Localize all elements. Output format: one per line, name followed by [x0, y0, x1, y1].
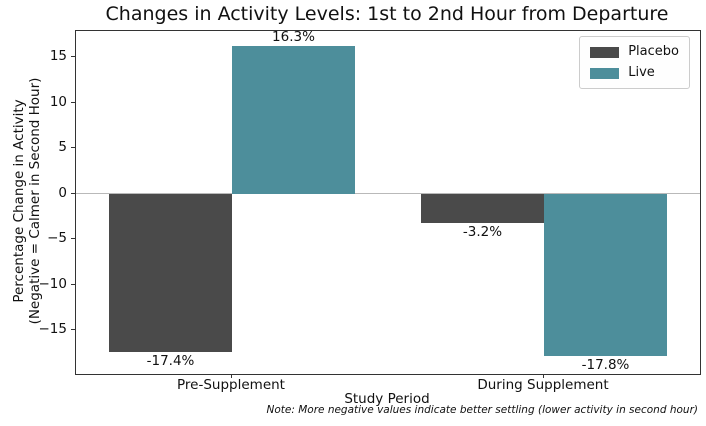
- bar-live-pre-supplement: [232, 45, 355, 194]
- legend-label-placebo: Placebo: [628, 44, 679, 59]
- legend-item-live: Live: [590, 66, 679, 80]
- bar-value-label: 16.3%: [272, 28, 315, 45]
- bar-placebo-pre-supplement: [109, 193, 232, 353]
- chart-title: Changes in Activity Levels: 1st to 2nd H…: [105, 3, 669, 25]
- y-tick-label: −15: [38, 321, 68, 338]
- legend: Placebo Live: [579, 36, 690, 89]
- bar-value-label: -17.4%: [146, 353, 195, 370]
- legend-swatch-live: [590, 67, 620, 79]
- bar-value-label: -17.8%: [581, 356, 630, 373]
- legend-item-placebo: Placebo: [590, 45, 679, 59]
- x-tick-label-during-supplement: During Supplement: [477, 377, 609, 393]
- y-tick-mark: [71, 192, 75, 194]
- plot-area: Placebo Live -17.4% -3.2% 16.3% -17.8%: [75, 28, 701, 375]
- legend-label-live: Live: [628, 65, 655, 80]
- footnote: Note: More negative values indicate bett…: [266, 404, 698, 416]
- y-tick-label: 10: [49, 93, 67, 110]
- y-tick-mark: [71, 147, 75, 149]
- y-tick-label: 5: [58, 139, 67, 156]
- y-tick-mark: [71, 238, 75, 240]
- y-tick-mark: [71, 329, 75, 331]
- y-tick-label: 15: [49, 48, 67, 65]
- bar-value-label: -3.2%: [462, 223, 503, 240]
- x-tick-label-pre-supplement: Pre-Supplement: [177, 377, 285, 393]
- legend-swatch-placebo: [590, 46, 620, 58]
- y-tick-mark: [71, 101, 75, 103]
- x-axis-label: Study Period: [344, 391, 430, 407]
- x-tick-mark: [543, 374, 544, 378]
- y-tick-label: −10: [38, 275, 68, 292]
- y-tick-label: 0: [58, 184, 67, 201]
- bar-live-during-supplement: [544, 193, 667, 356]
- bar-placebo-during-supplement: [421, 193, 544, 223]
- zero-reference-line: [76, 193, 700, 195]
- y-tick-mark: [71, 56, 75, 58]
- y-tick-label: −5: [47, 230, 67, 247]
- y-tick-mark: [71, 283, 75, 285]
- x-tick-mark: [231, 374, 232, 378]
